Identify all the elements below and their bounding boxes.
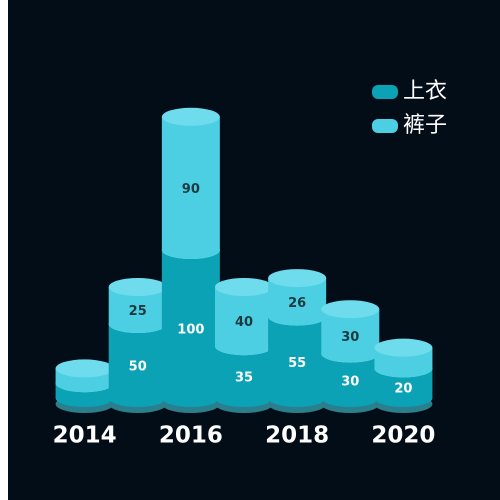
bar-top [321, 300, 380, 319]
data-label: 26 [288, 296, 306, 311]
data-label: 90 [182, 182, 200, 197]
legend-label: 裤子 [403, 113, 447, 138]
data-label: 35 [235, 371, 253, 386]
legend-swatch [372, 85, 398, 99]
bar-top [108, 278, 167, 296]
bar [215, 287, 273, 347]
bar-top [215, 278, 273, 296]
x-tick-label: 2016 [159, 423, 223, 449]
bar [161, 116, 220, 250]
bar [108, 324, 167, 398]
bar-top [161, 107, 220, 126]
data-label: 50 [129, 360, 147, 375]
data-label: 30 [341, 330, 359, 345]
x-tick-label: 2018 [265, 423, 329, 449]
data-label: 40 [235, 315, 253, 330]
data-label: 25 [129, 304, 147, 319]
legend-swatch [372, 119, 398, 133]
bar [161, 250, 220, 398]
legend-label: 上衣 [403, 79, 447, 104]
x-tick-label: 2014 [53, 423, 117, 449]
x-tick-label: 2020 [371, 423, 435, 449]
data-label: 100 [177, 323, 204, 338]
data-label: 20 [394, 382, 412, 397]
background [8, 0, 500, 500]
bar-top [55, 359, 114, 378]
data-label: 55 [288, 356, 306, 371]
bar-top [374, 338, 433, 357]
bar-top [268, 269, 327, 288]
data-label: 30 [341, 374, 359, 389]
bar [268, 316, 327, 398]
